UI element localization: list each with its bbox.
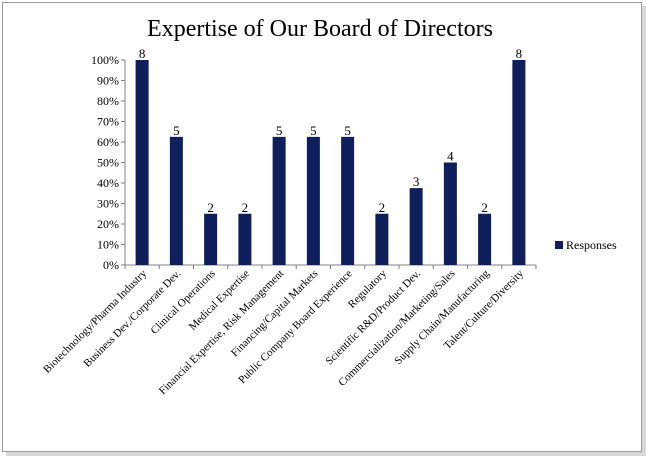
data-label: 2 <box>379 200 386 215</box>
y-tick-label: 40% <box>97 176 119 190</box>
y-tick-label: 30% <box>97 197 119 211</box>
bar <box>306 136 320 265</box>
y-tick-label: 100% <box>91 53 119 67</box>
data-label: 8 <box>516 46 523 61</box>
data-label: 5 <box>276 123 283 138</box>
data-label: 5 <box>310 123 317 138</box>
data-label: 8 <box>139 46 146 61</box>
bar <box>512 60 526 265</box>
data-labels: 8 5 2 2 5 5 5 2 3 4 2 8 <box>139 46 522 215</box>
bar <box>375 213 389 265</box>
y-tick-label: 20% <box>97 217 119 231</box>
bar <box>443 162 457 265</box>
bar <box>204 213 218 265</box>
chart-frame <box>2 2 642 452</box>
bar <box>238 213 252 265</box>
chart-title: Expertise of Our Board of Directors <box>147 16 493 42</box>
bar <box>478 213 492 265</box>
bar <box>341 136 355 265</box>
x-tick-label: Financial Expertise, Risk Management <box>157 268 286 397</box>
data-label: 4 <box>447 149 454 164</box>
y-axis: 0% 10% 20% 30% 40% 50% 60% 70% 80% 90% 100% <box>91 53 126 272</box>
data-label: 2 <box>242 200 249 215</box>
legend-label: Responses <box>566 238 617 252</box>
x-tick-label: Medical Expertise <box>187 268 252 333</box>
legend-swatch <box>555 241 563 249</box>
x-tick-label: Clinical Operations <box>149 268 218 337</box>
y-tick-label: 90% <box>97 74 119 88</box>
y-tick-label: 50% <box>97 156 119 170</box>
bars <box>135 60 526 265</box>
y-tick-label: 0% <box>103 258 119 272</box>
data-label: 5 <box>344 123 351 138</box>
data-label: 2 <box>481 200 488 215</box>
legend: Responses <box>555 238 617 252</box>
y-tick-label: 60% <box>97 135 119 149</box>
bar <box>409 188 423 265</box>
y-tick-label: 70% <box>97 115 119 129</box>
data-label: 2 <box>207 200 214 215</box>
x-axis <box>124 264 537 269</box>
y-tick-label: 10% <box>97 238 119 252</box>
bar <box>135 60 149 265</box>
data-label: 3 <box>413 174 420 189</box>
bar <box>272 136 286 265</box>
y-tick-label: 80% <box>97 94 119 108</box>
data-label: 5 <box>173 123 180 138</box>
bar <box>169 136 183 265</box>
